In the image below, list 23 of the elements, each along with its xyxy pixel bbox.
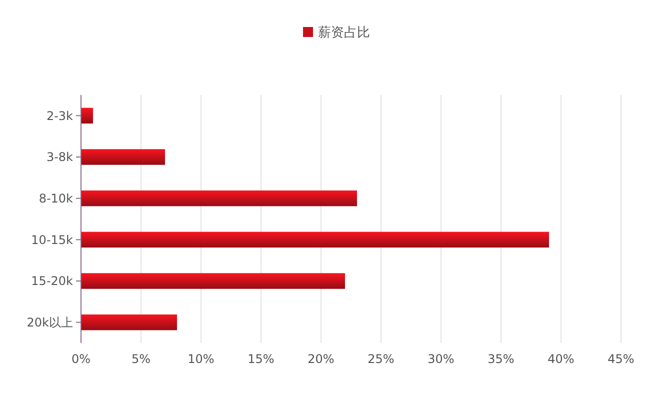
x-tick-label: 20% (308, 352, 334, 366)
bar (81, 190, 357, 206)
bar (81, 149, 165, 165)
x-tick-label: 0% (71, 352, 91, 366)
x-tick-label: 10% (188, 352, 214, 366)
bar (81, 108, 93, 124)
y-tick-label: 10-15k (31, 232, 74, 247)
y-tick-label: 20k以上 (26, 316, 73, 330)
x-tick-label: 15% (248, 352, 274, 366)
legend-label: 薪资占比 (318, 26, 370, 41)
x-tick-label: 25% (368, 352, 394, 366)
x-tick-label: 30% (428, 352, 454, 366)
x-tick-label: 35% (488, 352, 514, 366)
y-tick-label: 2-3k (46, 108, 74, 123)
y-tick-label: 3-8k (46, 150, 74, 164)
bar (81, 232, 549, 248)
x-tick-label: 5% (131, 352, 151, 366)
y-tick-label: 15-20k (31, 274, 74, 288)
x-tick-label: 45% (608, 352, 634, 366)
bar (81, 273, 345, 289)
x-tick-label: 40% (548, 352, 574, 366)
y-tick-label: 8-10k (38, 192, 74, 206)
bar (81, 314, 177, 330)
